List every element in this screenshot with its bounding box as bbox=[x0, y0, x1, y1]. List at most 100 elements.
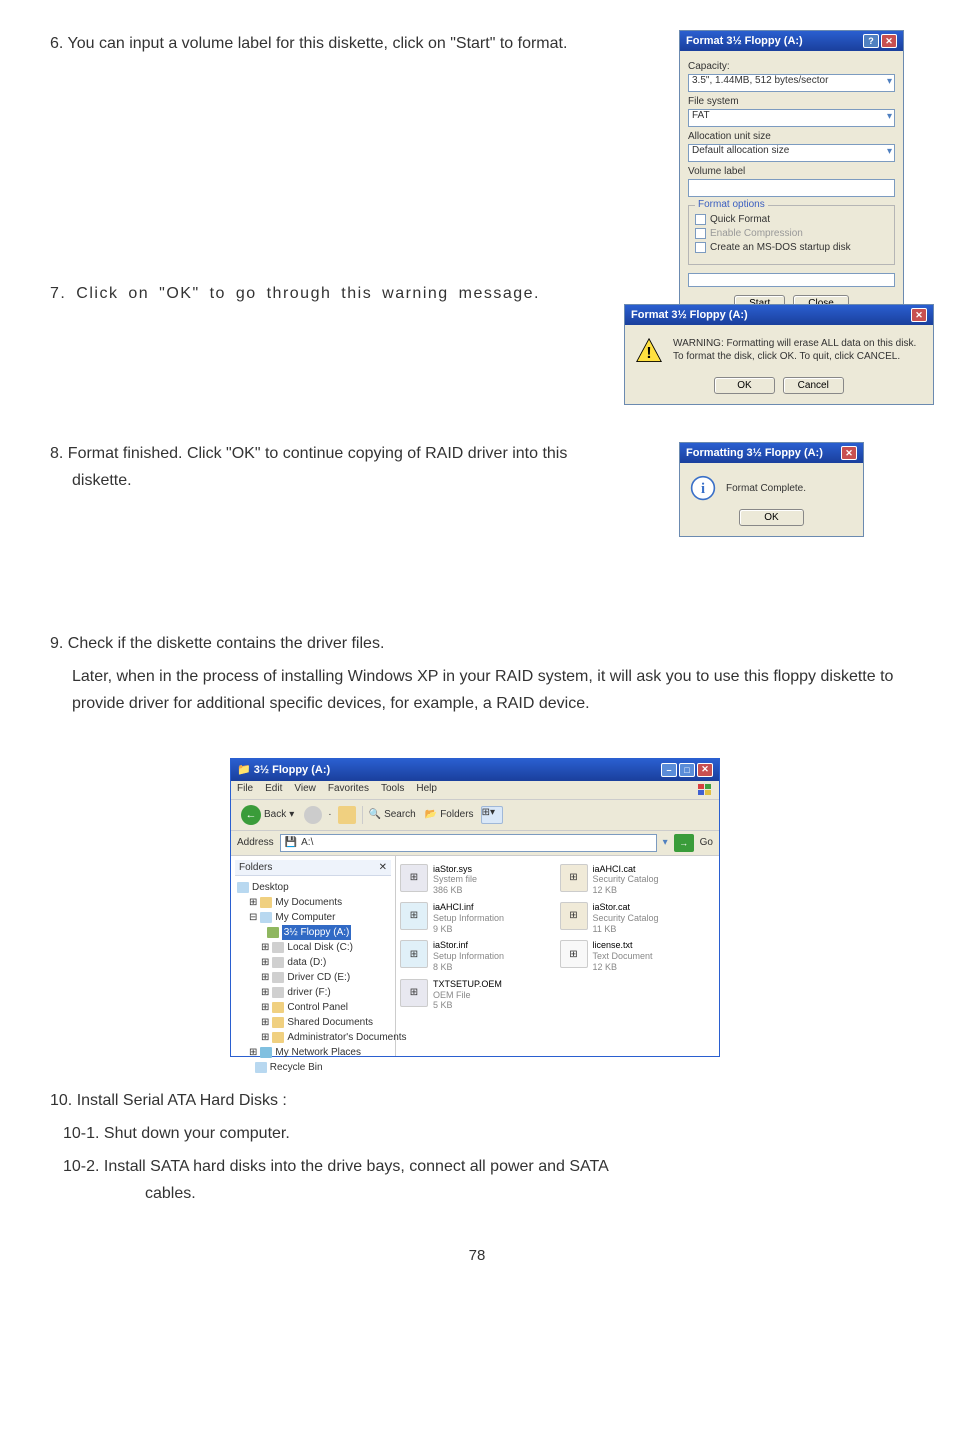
file-info: TXTSETUP.OEMOEM File5 KB bbox=[433, 979, 502, 1011]
msdos-row[interactable]: Create an MS-DOS startup disk bbox=[695, 242, 888, 253]
explorer-toolbar: ←Back ▾ · 🔍 Search 📂 Folders ⊞▾ bbox=[231, 800, 719, 831]
folders-close[interactable]: ✕ bbox=[379, 862, 387, 873]
file-info: license.txtText Document12 KB bbox=[593, 940, 653, 972]
file-item[interactable]: ⊞iaStor.catSecurity Catalog11 KB bbox=[560, 902, 716, 934]
tree-localc[interactable]: ⊞Local Disk (C:) bbox=[237, 940, 389, 955]
msdos-checkbox[interactable] bbox=[695, 242, 706, 253]
title-buttons: ? ✕ bbox=[863, 34, 897, 48]
explorer-window: 📁 3½ Floppy (A:) – □ ✕ File Edit View Fa… bbox=[230, 758, 720, 1057]
close-button[interactable]: ✕ bbox=[881, 34, 897, 48]
explorer-menu: File Edit View Favorites Tools Help bbox=[231, 781, 719, 800]
svg-text:!: ! bbox=[646, 345, 651, 362]
file-item[interactable]: ⊞iaStor.sysSystem file386 KB bbox=[400, 864, 556, 896]
file-name: TXTSETUP.OEM bbox=[433, 979, 502, 990]
explorer-body: Folders ✕ Desktop ⊞My Documents ⊟My Comp… bbox=[231, 856, 719, 1056]
file-type: System file bbox=[433, 874, 477, 885]
file-type: Security Catalog bbox=[593, 913, 659, 924]
explorer-title-text: 📁 3½ Floppy (A:) bbox=[237, 763, 330, 777]
tree-netplaces[interactable]: ⊞My Network Places bbox=[237, 1045, 389, 1060]
forward-button[interactable] bbox=[304, 806, 322, 824]
file-type: Security Catalog bbox=[593, 874, 659, 885]
step-9b-text: Later, when in the process of installing… bbox=[50, 663, 904, 717]
file-item[interactable]: ⊞iaAHCI.catSecurity Catalog12 KB bbox=[560, 864, 716, 896]
menu-file[interactable]: File bbox=[237, 783, 253, 797]
view-button[interactable]: ⊞▾ bbox=[481, 806, 503, 824]
tree-driverf[interactable]: ⊞driver (F:) bbox=[237, 985, 389, 1000]
menu-view[interactable]: View bbox=[294, 783, 316, 797]
file-item[interactable]: ⊞iaStor.infSetup Information8 KB bbox=[400, 940, 556, 972]
file-name: iaAHCI.cat bbox=[593, 864, 659, 875]
file-info: iaStor.catSecurity Catalog11 KB bbox=[593, 902, 659, 934]
up-button[interactable] bbox=[338, 806, 356, 824]
menu-edit[interactable]: Edit bbox=[265, 783, 282, 797]
file-info: iaAHCI.catSecurity Catalog12 KB bbox=[593, 864, 659, 896]
complete-close-button[interactable]: ✕ bbox=[841, 446, 857, 460]
max-button[interactable]: □ bbox=[679, 763, 695, 777]
help-button[interactable]: ? bbox=[863, 34, 879, 48]
format-title-bar: Format 3½ Floppy (A:) ? ✕ bbox=[680, 31, 903, 51]
fs-label: File system bbox=[688, 96, 895, 107]
file-item[interactable]: ⊞TXTSETUP.OEMOEM File5 KB bbox=[400, 979, 556, 1011]
file-item[interactable]: ⊞license.txtText Document12 KB bbox=[560, 940, 716, 972]
file-icon: ⊞ bbox=[560, 940, 588, 968]
file-icon: ⊞ bbox=[400, 902, 428, 930]
tree-control[interactable]: ⊞Control Panel bbox=[237, 1000, 389, 1015]
tree-mydocs[interactable]: ⊞My Documents bbox=[237, 895, 389, 910]
quick-checkbox[interactable] bbox=[695, 214, 706, 225]
go-button[interactable]: → bbox=[674, 834, 694, 852]
warn-close-button[interactable]: ✕ bbox=[911, 308, 927, 322]
file-icon: ⊞ bbox=[560, 902, 588, 930]
step-6-text: 6. You can input a volume label for this… bbox=[50, 30, 570, 57]
complete-ok-button[interactable]: OK bbox=[739, 509, 803, 526]
search-folders-group: 🔍 Search 📂 Folders ⊞▾ bbox=[362, 806, 503, 824]
address-dropdown[interactable]: ▾ bbox=[663, 837, 668, 848]
capacity-select[interactable]: 3.5", 1.44MB, 512 bytes/sector bbox=[688, 74, 895, 92]
folders-pane: Folders ✕ Desktop ⊞My Documents ⊟My Comp… bbox=[231, 856, 396, 1056]
alloc-select[interactable]: Default allocation size bbox=[688, 144, 895, 162]
fs-select[interactable]: FAT bbox=[688, 109, 895, 127]
tree-floppy[interactable]: 3½ Floppy (A:) bbox=[237, 925, 389, 940]
file-name: license.txt bbox=[593, 940, 653, 951]
search-button[interactable]: Search bbox=[384, 809, 416, 820]
compress-row: Enable Compression bbox=[695, 228, 888, 239]
file-type: Setup Information bbox=[433, 951, 504, 962]
step-8-text: 8. Format finished. Click "OK" to contin… bbox=[50, 440, 570, 494]
tree-desktop[interactable]: Desktop bbox=[237, 880, 389, 895]
file-item[interactable]: ⊞ iaAHCI.infSetup Information9 KB bbox=[400, 902, 556, 934]
tree-shared[interactable]: ⊞Shared Documents bbox=[237, 1015, 389, 1030]
file-name: iaStor.sys bbox=[433, 864, 477, 875]
menu-help[interactable]: Help bbox=[416, 783, 437, 797]
exp-close-button[interactable]: ✕ bbox=[697, 763, 713, 777]
quick-format-row[interactable]: Quick Format bbox=[695, 214, 888, 225]
file-name: iaAHCI.inf bbox=[433, 902, 504, 913]
file-size: 12 KB bbox=[593, 885, 659, 896]
step-10: 10. Install Serial ATA Hard Disks : 10-1… bbox=[50, 1087, 904, 1208]
options-legend: Format options bbox=[695, 199, 768, 210]
tree-admin[interactable]: ⊞Administrator's Documents bbox=[237, 1030, 389, 1045]
warn-cancel-button[interactable]: Cancel bbox=[783, 377, 844, 394]
warn-ok-button[interactable]: OK bbox=[714, 377, 774, 394]
step-9a-text: 9. Check if the diskette contains the dr… bbox=[50, 630, 904, 657]
back-button[interactable]: ←Back ▾ bbox=[237, 803, 298, 827]
file-info: iaStor.sysSystem file386 KB bbox=[433, 864, 477, 896]
folders-button[interactable]: Folders bbox=[440, 809, 473, 820]
menu-fav[interactable]: Favorites bbox=[328, 783, 369, 797]
step-10-1: 10-1. Shut down your computer. bbox=[50, 1120, 904, 1147]
vol-input[interactable] bbox=[688, 179, 895, 197]
menu-tools[interactable]: Tools bbox=[381, 783, 404, 797]
min-button[interactable]: – bbox=[661, 763, 677, 777]
info-icon: i bbox=[690, 475, 716, 501]
menu-items: File Edit View Favorites Tools Help bbox=[237, 783, 437, 797]
tree-recycle[interactable]: Recycle Bin bbox=[237, 1060, 389, 1075]
file-size: 9 KB bbox=[433, 924, 504, 935]
tree-drivere[interactable]: ⊞Driver CD (E:) bbox=[237, 970, 389, 985]
tree-mycomp[interactable]: ⊟My Computer bbox=[237, 910, 389, 925]
file-size: 8 KB bbox=[433, 962, 504, 973]
svg-text:i: i bbox=[701, 481, 705, 497]
tree-datad[interactable]: ⊞data (D:) bbox=[237, 955, 389, 970]
windows-logo-icon bbox=[697, 783, 713, 797]
file-type: Setup Information bbox=[433, 913, 504, 924]
address-field[interactable]: 💾A:\ bbox=[280, 834, 657, 852]
warn-body: ! WARNING: Formatting will erase ALL dat… bbox=[625, 325, 933, 377]
back-label: Back bbox=[264, 809, 286, 820]
